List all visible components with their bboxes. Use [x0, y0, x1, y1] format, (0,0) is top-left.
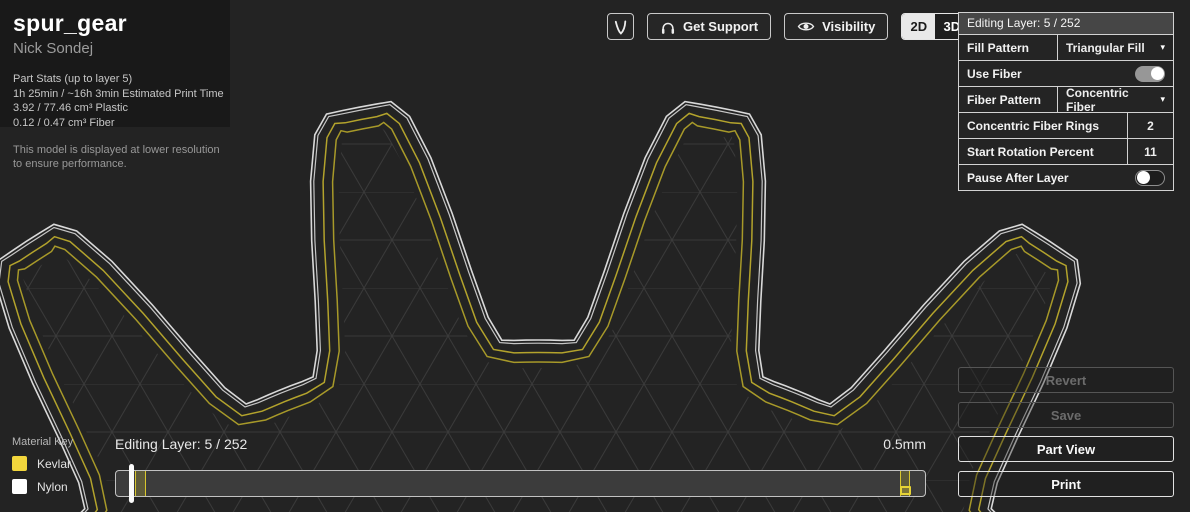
- chevron-down-icon: ▾: [1160, 42, 1165, 52]
- get-support-label: Get Support: [683, 19, 759, 34]
- nylon-swatch: [12, 479, 27, 494]
- layer-slider-track[interactable]: [115, 464, 926, 503]
- fiber-range-end-cap: [899, 486, 911, 495]
- part-stats-panel: spur_gear Nick Sondej Part Stats (up to …: [13, 10, 238, 171]
- fiber-pattern-label: Fiber Pattern: [967, 92, 1042, 107]
- fiber-rings-input[interactable]: 2: [1127, 113, 1173, 138]
- page-title: spur_gear: [13, 10, 127, 36]
- layer-slider-handle[interactable]: [128, 464, 134, 503]
- chevron-down-icon: ▾: [1160, 94, 1165, 104]
- fill-pattern-row: Fill Pattern Triangular Fill ▾: [959, 35, 1173, 61]
- material-key-item: Nylon: [12, 479, 73, 494]
- pause-after-layer-toggle[interactable]: [1135, 169, 1165, 186]
- use-fiber-toggle[interactable]: [1135, 65, 1165, 82]
- visibility-button[interactable]: Visibility: [784, 13, 889, 40]
- fiber-pattern-select[interactable]: Concentric Fiber ▾: [1057, 85, 1173, 114]
- nylon-label: Nylon: [37, 479, 68, 494]
- nylon-wall-contour: [0, 100, 1082, 512]
- pause-after-layer-label: Pause After Layer: [967, 170, 1069, 185]
- infill-region: [23, 128, 1053, 512]
- editing-layer-header: Editing Layer: 5 / 252: [959, 13, 1173, 35]
- revert-button[interactable]: Revert: [958, 367, 1174, 393]
- save-button[interactable]: Save: [958, 402, 1174, 428]
- stats-print-time: 1h 25min / ~16h 3min Estimated Print Tim…: [13, 87, 224, 100]
- kevlar-fiber-ring: [7, 112, 1069, 512]
- stats-panel-shade: [0, 0, 230, 127]
- stats-heading: Part Stats (up to layer 5): [13, 73, 133, 85]
- fiber-pattern-value: Concentric Fiber: [1066, 85, 1129, 114]
- kevlar-swatch: [12, 456, 27, 471]
- visibility-label: Visibility: [822, 19, 876, 34]
- kevlar-fiber-ring: [16, 121, 1060, 512]
- fill-pattern-label: Fill Pattern: [967, 40, 1030, 55]
- print-button[interactable]: Print: [958, 471, 1174, 497]
- fill-pattern-select[interactable]: Triangular Fill ▾: [1057, 35, 1173, 60]
- toggle-knob: [1137, 171, 1150, 184]
- get-support-button[interactable]: Get Support: [647, 13, 772, 40]
- stats-plastic: 3.92 / 77.46 cm³ Plastic: [13, 102, 128, 114]
- fiber-rings-label: Concentric Fiber Rings: [967, 118, 1100, 133]
- material-key-item: Kevlar: [12, 456, 73, 471]
- headset-icon: [661, 22, 675, 34]
- view-toggle-2d[interactable]: 2D: [902, 14, 936, 39]
- start-rotation-input[interactable]: 11: [1127, 139, 1173, 164]
- material-key: Material Key Kevlar Nylon: [12, 436, 73, 502]
- toolbar: Get Support Visibility 2D 3D: [607, 13, 970, 40]
- eye-icon: [797, 22, 815, 31]
- kevlar-label: Kevlar: [37, 456, 72, 471]
- fill-pattern-value: Triangular Fill: [1066, 40, 1145, 55]
- resolution-note: This model is displayed at lower resolut…: [13, 144, 220, 170]
- start-rotation-label: Start Rotation Percent: [967, 144, 1094, 159]
- part-author: Nick Sondej: [13, 40, 94, 57]
- start-rotation-row: Start Rotation Percent 11: [959, 139, 1173, 165]
- part-view-button[interactable]: Part View: [958, 436, 1174, 462]
- use-fiber-row: Use Fiber: [959, 61, 1173, 87]
- material-key-title: Material Key: [12, 436, 74, 448]
- editing-layer-indicator: Editing Layer: 5 / 252: [115, 436, 248, 452]
- stats-fiber: 0.12 / 0.47 cm³ Fiber: [13, 116, 115, 129]
- fiber-rings-row: Concentric Fiber Rings 2: [959, 113, 1173, 139]
- fiber-pattern-row: Fiber Pattern Concentric Fiber ▾: [959, 85, 1173, 114]
- fiber-range-end-marker: [899, 471, 910, 496]
- use-fiber-label: Use Fiber: [967, 66, 1022, 81]
- toggle-knob: [1150, 67, 1164, 80]
- internal-view-button[interactable]: [607, 13, 634, 40]
- layer-height-label: 0.5mm: [883, 436, 926, 452]
- pause-after-layer-row: Pause After Layer: [959, 165, 1173, 190]
- nylon-wall-contour: [0, 103, 1078, 512]
- fiber-path-icon: [614, 20, 627, 35]
- fiber-range-start-marker: [134, 471, 146, 496]
- layer-settings-panel: Editing Layer: 5 / 252 Fill Pattern Tria…: [958, 12, 1174, 191]
